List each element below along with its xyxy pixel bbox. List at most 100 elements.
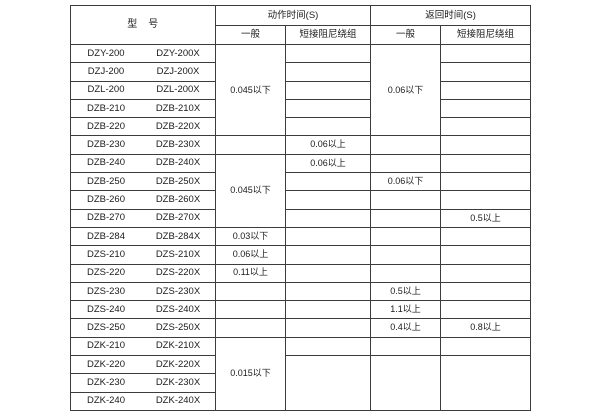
cell-action-shorted bbox=[284, 300, 372, 320]
table-row: DZB-284 DZB-284X 0.03以下 bbox=[70, 226, 532, 247]
cell-return-shorted bbox=[440, 135, 532, 155]
cell-return-general: 1.1以上 bbox=[370, 300, 442, 320]
cell-action-general: 0.03以下 bbox=[215, 226, 286, 247]
cell-action-shorted bbox=[284, 62, 372, 82]
model-code-variant: DZJ-200X bbox=[156, 65, 200, 77]
column-header-return-shorted-damping: 短接阻尼绕组 bbox=[440, 25, 532, 45]
cell-action-shorted: 0.06以上 bbox=[284, 135, 372, 155]
cell-action-general bbox=[215, 300, 286, 320]
cell-return-shorted bbox=[440, 355, 532, 411]
cell-return-general bbox=[370, 226, 442, 247]
model-code-primary: DZJ-200 bbox=[87, 65, 125, 77]
model-code-variant: DZS-230X bbox=[155, 285, 201, 297]
spec-table-page: 型 号 动作时间(S) 返回时间(S) 一般 短接阻尼绕组 一般 短接阻尼绕组 … bbox=[70, 5, 532, 411]
cell-return-shorted bbox=[440, 281, 532, 302]
column-header-action-shorted-damping: 短接阻尼绕组 bbox=[284, 25, 372, 45]
model-code-primary: DZB-230 bbox=[86, 139, 125, 151]
model-code-variant: DZK-220X bbox=[155, 358, 201, 370]
model-code-primary: DZK-240 bbox=[86, 395, 125, 407]
cell-action-shorted bbox=[284, 263, 372, 283]
table-row: DZB-260 DZB-260X bbox=[70, 190, 532, 210]
cell-return-general bbox=[370, 135, 442, 155]
model-code-variant: DZK-230X bbox=[155, 377, 201, 388]
cell-return-general bbox=[370, 355, 442, 411]
cell-return-shorted bbox=[440, 263, 532, 283]
cell-return-general bbox=[370, 263, 442, 283]
model-code-variant: DZB-210X bbox=[155, 102, 201, 114]
cell-model: DZS-240 DZS-240X bbox=[70, 300, 216, 320]
table-row: DZS-220 DZS-220X 0.11以上 bbox=[70, 263, 532, 283]
cell-return-general bbox=[370, 336, 442, 357]
table-row: DZB-210 DZB-210X bbox=[70, 98, 532, 119]
cell-model: DZB-230 DZB-230X bbox=[70, 135, 216, 155]
cell-action-shorted bbox=[284, 336, 372, 357]
table-row: DZL-200 DZL-200X bbox=[70, 80, 532, 100]
cell-return-shorted bbox=[440, 117, 532, 137]
cell-action-general: 0.045以下 bbox=[215, 43, 286, 137]
model-code-primary: DZB-220 bbox=[86, 120, 125, 132]
cell-return-general: 0.5以上 bbox=[370, 281, 442, 302]
table-row: DZB-230 DZB-230X 0.06以上 bbox=[70, 135, 532, 155]
cell-return-general bbox=[370, 208, 442, 228]
cell-action-shorted bbox=[284, 208, 372, 228]
model-code-variant: DZB-240X bbox=[155, 157, 201, 169]
cell-return-general bbox=[370, 245, 442, 265]
model-code-variant: DZS-220X bbox=[155, 267, 201, 279]
cell-model: DZB-220 DZB-220X bbox=[70, 117, 216, 137]
model-code-variant: DZK-240X bbox=[155, 395, 201, 407]
model-code-variant: DZS-210X bbox=[155, 248, 201, 260]
table-row: DZB-270 DZB-270X 0.5以上 bbox=[70, 208, 532, 228]
cell-action-shorted: 0.06以上 bbox=[284, 153, 372, 174]
model-code-primary: DZY-200 bbox=[87, 47, 125, 59]
cell-model: DZS-220 DZS-220X bbox=[70, 263, 216, 283]
cell-return-shorted bbox=[440, 80, 532, 100]
cell-model: DZJ-200 DZJ-200X bbox=[70, 62, 216, 82]
table-row: DZJ-200 DZJ-200X bbox=[70, 62, 532, 82]
model-code-primary: DZL-200 bbox=[87, 84, 125, 96]
table-header: 型 号 动作时间(S) 返回时间(S) 一般 短接阻尼绕组 一般 短接阻尼绕组 bbox=[70, 5, 532, 45]
table-row: DZB-220 DZB-220X bbox=[70, 117, 532, 137]
model-code-variant: DZY-200X bbox=[156, 47, 200, 59]
cell-action-shorted bbox=[284, 190, 372, 210]
column-header-return-general: 一般 bbox=[370, 25, 442, 45]
cell-return-shorted bbox=[440, 245, 532, 265]
model-code-primary: DZK-230 bbox=[86, 377, 125, 388]
cell-action-general: 0.11以上 bbox=[215, 263, 286, 283]
model-code-primary: DZS-240 bbox=[86, 303, 125, 315]
cell-return-shorted bbox=[440, 226, 532, 247]
table-row: DZS-210 DZS-210X 0.06以上 bbox=[70, 245, 532, 265]
cell-model: DZB-270 DZB-270X bbox=[70, 208, 216, 228]
cell-model: DZK-230 DZK-230X bbox=[70, 373, 216, 393]
cell-action-shorted bbox=[284, 43, 372, 64]
cell-model: DZB-250 DZB-250X bbox=[70, 172, 216, 192]
cell-action-general bbox=[215, 281, 286, 302]
cell-model: DZK-240 DZK-240X bbox=[70, 391, 216, 411]
table-row: DZB-240 DZB-240X 0.045以下 0.06以上 bbox=[70, 153, 532, 228]
cell-model: DZL-200 DZL-200X bbox=[70, 80, 216, 100]
cell-return-general: 0.4以上 bbox=[370, 318, 442, 338]
model-code-primary: DZB-270 bbox=[86, 212, 125, 224]
cell-action-general: 0.06以上 bbox=[215, 245, 286, 265]
cell-model: DZS-230 DZS-230X bbox=[70, 281, 216, 302]
model-code-primary: DZB-250 bbox=[86, 175, 125, 187]
model-code-variant: DZL-200X bbox=[156, 84, 200, 96]
cell-return-general: 0.06以下 bbox=[370, 43, 442, 137]
cell-return-shorted bbox=[440, 43, 532, 64]
cell-return-general bbox=[370, 190, 442, 210]
cell-action-shorted bbox=[284, 355, 372, 411]
cell-action-general: 0.015以下 bbox=[215, 336, 286, 411]
column-header-action-time: 动作时间(S) bbox=[214, 5, 372, 26]
table-row: DZS-250 DZS-250X 0.4以上 0.8以上 bbox=[70, 318, 532, 338]
cell-model: DZB-210 DZB-210X bbox=[70, 98, 216, 119]
cell-action-shorted bbox=[284, 318, 372, 338]
column-header-action-general: 一般 bbox=[215, 25, 286, 45]
model-code-primary: DZB-260 bbox=[86, 194, 125, 206]
model-code-variant: DZK-210X bbox=[155, 340, 201, 352]
cell-return-shorted bbox=[440, 300, 532, 320]
cell-action-general bbox=[215, 318, 286, 338]
model-code-primary: DZS-210 bbox=[86, 248, 125, 260]
cell-model: DZS-210 DZS-210X bbox=[70, 245, 216, 265]
table-row: DZK-210 DZK-210X 0.015以下 bbox=[70, 336, 532, 411]
cell-model: DZB-240 DZB-240X bbox=[70, 153, 216, 174]
cell-action-general: 0.045以下 bbox=[215, 153, 286, 228]
